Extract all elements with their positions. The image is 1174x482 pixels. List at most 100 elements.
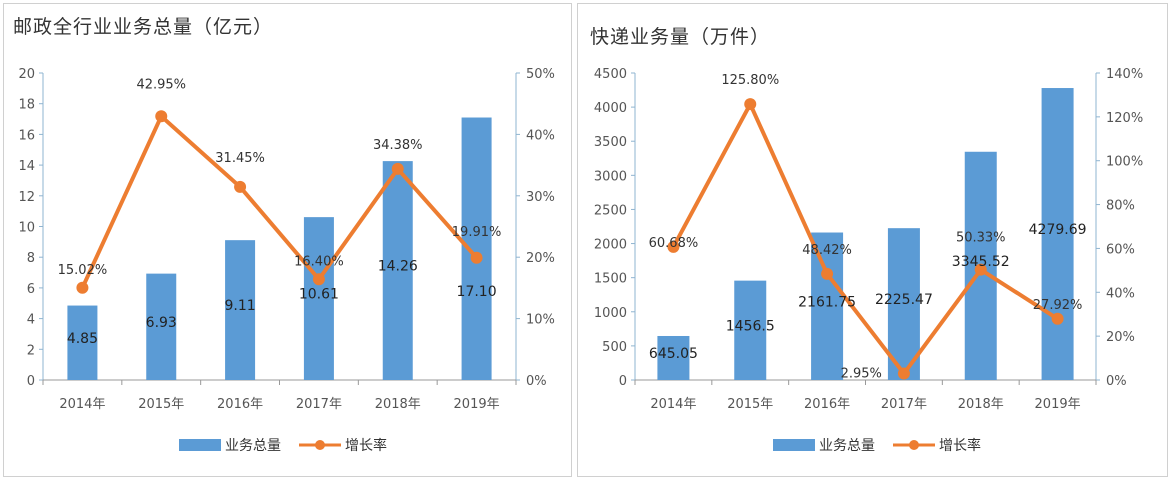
x-tick-label: 2015年 [727, 397, 773, 412]
line-data-label: 31.45% [215, 151, 265, 166]
x-tick-label: 2016年 [804, 397, 850, 412]
growth-point [744, 98, 757, 111]
bar [657, 335, 690, 380]
bar [303, 217, 334, 380]
x-tick-label: 2014年 [650, 397, 696, 412]
y2-tick-label: 40% [1106, 286, 1135, 301]
bar-data-label: 6.93 [146, 315, 177, 331]
y-tick-label: 18 [18, 98, 35, 113]
line-data-label: 48.42% [802, 243, 852, 258]
bar [811, 232, 844, 380]
y-tick-label: 0 [619, 374, 627, 389]
line-data-label: 60.68% [649, 236, 699, 251]
bar-data-label: 9.11 [224, 298, 255, 314]
y2-tick-label: 40% [526, 128, 555, 143]
express-volume-chart-panel: 快递业务量（万件） 0 500 1000 1500 2000 2500 3000 3500 40… [577, 3, 1168, 477]
y2-tick-label: 30% [526, 190, 555, 205]
x-tick-label: 2017年 [881, 397, 927, 412]
bar [67, 305, 98, 380]
y-tick-label: 16 [18, 128, 35, 143]
growth-point [234, 180, 247, 193]
growth-point [821, 267, 834, 280]
bar-data-label: 10.61 [299, 287, 339, 303]
x-tick-label: 2019年 [454, 397, 500, 412]
growth-point [1051, 312, 1064, 325]
growth-point [897, 367, 910, 380]
bar-data-label: 2161.75 [798, 294, 856, 310]
postal-volume-chart-panel: 邮政全行业业务总量（亿元） 0 2 4 6 8 10 12 14 16 18 20 0% 10% 20% 3… [3, 3, 572, 477]
y-tick-label: 2 [27, 343, 35, 358]
growth-line [671, 99, 1059, 377]
growth-point [470, 251, 483, 264]
y2-tick-label: 50% [526, 67, 555, 82]
line-data-label: 125.80% [721, 73, 779, 88]
y-tick-label: 4000 [594, 101, 627, 116]
bar-data-label: 1456.5 [726, 318, 775, 334]
x-tick-label: 2019年 [1035, 397, 1081, 412]
x-tick-label: 2017年 [296, 397, 342, 412]
line-data-label: 15.02% [58, 263, 108, 278]
growth-point [391, 162, 404, 175]
line-data-label: 2.95% [841, 367, 882, 382]
legend-bar-label: 业务总量 [819, 438, 875, 454]
y-tick-label: 12 [18, 190, 35, 205]
legend-line-label: 增长率 [345, 437, 387, 454]
growth-point [155, 110, 168, 123]
bar [734, 280, 767, 380]
legend-bar-label: 业务总量 [225, 438, 281, 454]
y-tick-label: 2000 [594, 238, 627, 253]
growth-point [312, 273, 325, 286]
y2-tick-label: 80% [1106, 199, 1135, 214]
y-tick-label: 4 [27, 313, 35, 328]
bar-data-label: 4279.69 [1029, 222, 1087, 238]
bar [146, 273, 177, 380]
line-data-label: 19.91% [452, 225, 502, 240]
legend-line-marker [909, 440, 919, 450]
bar-data-label: 14.26 [378, 259, 418, 275]
line-data-label: 42.95% [136, 77, 186, 92]
bar [225, 240, 256, 380]
bar [382, 161, 413, 380]
y-tick-label: 1500 [594, 272, 627, 287]
legend-bar-swatch [773, 439, 815, 451]
y2-tick-label: 0% [526, 374, 547, 389]
bar [1041, 88, 1074, 381]
chart-title: 邮政全行业业务总量（亿元） [13, 16, 274, 38]
chart-title: 快递业务量（万件） [590, 26, 771, 48]
y-tick-label: 500 [602, 340, 627, 355]
y-tick-label: 20 [18, 67, 35, 82]
growth-point [76, 281, 89, 294]
bar-data-label: 2225.47 [875, 292, 933, 308]
bar-data-label: 3345.52 [952, 254, 1010, 270]
growth-point [974, 263, 987, 276]
line-data-label: 50.33% [956, 231, 1006, 246]
y-tick-label: 14 [18, 159, 35, 174]
postal-volume-chart: 0 2 4 6 8 10 12 14 16 18 20 0% 10% 20% 30% 40% 50% 2014年 2… [18, 67, 555, 454]
bar-data-label: 4.85 [67, 331, 98, 347]
y-tick-label: 3000 [594, 169, 627, 184]
x-tick-label: 2014年 [59, 397, 105, 412]
y2-tick-label: 60% [1106, 242, 1135, 257]
y2-tick-label: 100% [1106, 155, 1143, 170]
legend-bar-swatch [179, 439, 221, 451]
y2-tick-label: 0% [1106, 374, 1127, 389]
y2-tick-label: 10% [526, 313, 555, 328]
y-tick-label: 4500 [594, 67, 627, 82]
bar-data-label: 17.10 [457, 284, 497, 300]
y-tick-label: 10 [18, 221, 35, 236]
express-volume-chart: 0 500 1000 1500 2000 2500 3000 3500 4000 4500 0% 20… [594, 67, 1143, 454]
y-tick-label: 0 [27, 374, 35, 389]
bar [887, 228, 920, 380]
y2-tick-label: 20% [526, 251, 555, 266]
y-tick-label: 6 [27, 282, 35, 297]
x-tick-label: 2016年 [217, 397, 263, 412]
x-tick-label: 2015年 [138, 397, 184, 412]
y2-tick-label: 120% [1106, 111, 1143, 126]
y2-tick-label: 20% [1106, 330, 1135, 345]
growth-line [80, 112, 479, 289]
y-tick-label: 2500 [594, 203, 627, 218]
y2-tick-label: 140% [1106, 67, 1143, 82]
y-tick-label: 3500 [594, 135, 627, 150]
y-tick-label: 1000 [594, 306, 627, 321]
line-data-label: 34.38% [373, 138, 423, 153]
